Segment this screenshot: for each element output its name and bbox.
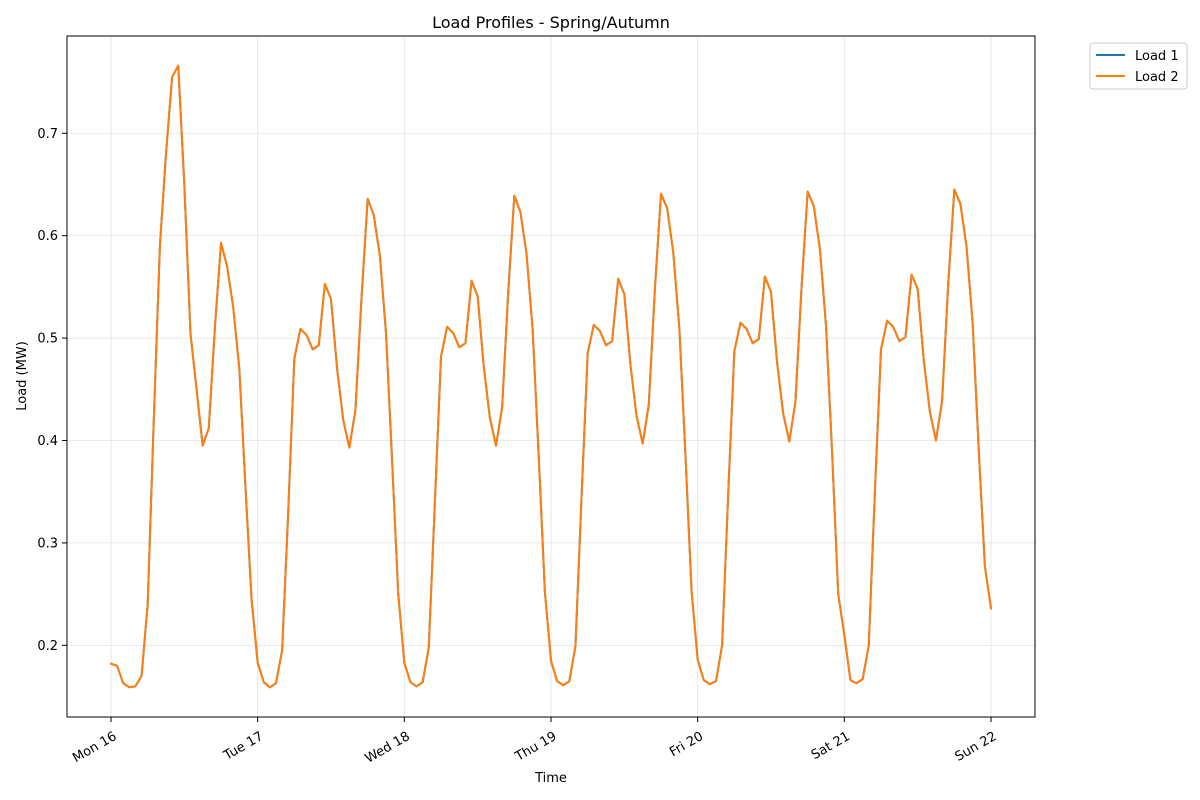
y-tick-label: 0.5 [37, 332, 58, 347]
series-line-load-2 [110, 64, 992, 689]
y-tick-label: 0.3 [37, 536, 58, 551]
y-tick-label: 0.4 [37, 434, 58, 449]
y-axis-label: Load (MW) [15, 341, 30, 411]
y-tick-label: 0.7 [37, 127, 58, 142]
gridlines [67, 36, 1035, 717]
x-axis-label: Time [534, 771, 567, 786]
series-lines [110, 64, 992, 689]
y-tick-label: 0.2 [37, 639, 58, 654]
legend-label-load-2: Load 2 [1135, 70, 1179, 85]
y-axis-ticks: 0.2 0.3 0.4 0.5 0.6 0.7 [37, 127, 67, 654]
legend-label-load-1: Load 1 [1135, 49, 1179, 64]
chart-title: Load Profiles - Spring/Autumn [432, 13, 670, 32]
y-tick-label: 0.6 [37, 229, 58, 244]
legend: Load 1 Load 2 [1089, 42, 1188, 90]
